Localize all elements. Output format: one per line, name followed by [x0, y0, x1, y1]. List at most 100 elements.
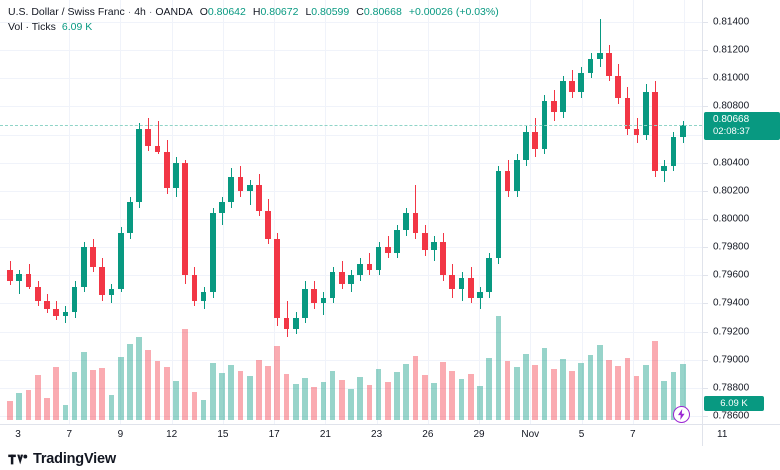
volume-bar — [34, 375, 41, 420]
gridline-vertical — [377, 0, 378, 424]
volume-bar — [292, 384, 299, 420]
volume-bar — [421, 375, 428, 420]
gridline-vertical — [530, 0, 531, 424]
volume-bar — [265, 365, 271, 420]
volume-bar — [486, 357, 493, 420]
ohlc-low: L0.80599 — [305, 5, 349, 19]
volume-bar — [661, 380, 668, 420]
candle-body — [136, 128, 142, 203]
tradingview-mark-icon — [8, 454, 28, 464]
volume-bar — [44, 398, 50, 420]
time-axis[interactable]: 3 7 9 12 15 17 21 23 26 29 Nov 5 7 — [0, 424, 702, 446]
symbol-name[interactable]: U.S. Dollar / Swiss Franc — [8, 6, 125, 18]
volume-bar — [329, 371, 336, 420]
gridline-vertical — [274, 0, 275, 424]
candle-body — [523, 131, 529, 160]
volume-bar — [596, 344, 603, 420]
close-key: C — [356, 6, 364, 18]
candle-body — [7, 269, 13, 281]
current-price-badge: 0.80668 02:08:37 — [704, 112, 780, 141]
candle-body — [440, 241, 446, 276]
candle-body — [587, 58, 594, 73]
candle-wick — [250, 179, 251, 205]
volume-bar — [16, 392, 23, 420]
price-axis-label: 0.80000 — [713, 213, 750, 225]
candle-body — [633, 128, 640, 135]
volume-bar — [513, 366, 520, 420]
time-axis-corner: 11 — [702, 424, 780, 446]
volume-bar — [311, 387, 317, 420]
volume-bar — [679, 364, 686, 420]
time-axis-label: 29 — [473, 429, 485, 440]
volume-bar — [200, 399, 207, 420]
volume-bar — [467, 374, 474, 420]
candle-wick — [415, 185, 416, 239]
candle-body — [578, 72, 585, 93]
high-key: H — [252, 6, 261, 18]
chart-plot-area[interactable] — [0, 0, 702, 424]
candle-body — [550, 100, 557, 113]
volume-bar — [495, 316, 502, 420]
candle-body — [596, 53, 603, 59]
price-axis-tick — [703, 388, 708, 389]
volume-bar — [550, 368, 557, 420]
candle-body — [394, 230, 400, 253]
candle-body — [486, 258, 493, 293]
candle-wick — [388, 235, 389, 259]
candle-body — [44, 300, 50, 310]
time-axis-label: 7 — [66, 429, 72, 440]
candle-body — [80, 247, 87, 287]
volume-bar — [615, 365, 621, 420]
tradingview-logo[interactable]: TradingView — [8, 451, 116, 467]
candle-body — [117, 233, 124, 290]
gridline-horizontal — [0, 360, 702, 361]
volume-study-label[interactable]: Vol · Ticks — [8, 21, 56, 33]
gridline-vertical — [684, 0, 685, 424]
ohlc-close: C0.80668 — [356, 5, 402, 19]
candle-body — [237, 176, 244, 191]
candle-body — [431, 241, 437, 250]
gridline-vertical — [325, 0, 326, 424]
tradingview-wordmark: TradingView — [33, 451, 116, 467]
gridline-vertical — [479, 0, 480, 424]
volume-bar — [431, 383, 437, 420]
volume-bar — [283, 374, 290, 420]
gridline-vertical — [633, 0, 634, 424]
candle-body — [90, 247, 96, 267]
candle-body — [127, 202, 133, 234]
volume-bar — [117, 356, 124, 420]
interval-label[interactable]: 4h — [134, 6, 146, 18]
time-axis-label: 17 — [268, 429, 280, 440]
candle-body — [16, 273, 23, 281]
volume-bar — [412, 355, 419, 420]
volume-bar — [394, 372, 400, 420]
volume-bar — [338, 379, 345, 420]
gridline-vertical — [172, 0, 173, 424]
volume-bar — [80, 352, 87, 420]
candle-body — [283, 317, 290, 329]
candle-body — [163, 151, 170, 189]
candle-body — [569, 81, 575, 93]
candle-body — [292, 317, 299, 329]
low-key: L — [305, 6, 312, 18]
lightning-icon[interactable] — [673, 406, 690, 423]
candle-body — [182, 162, 189, 276]
price-axis-label: 0.79200 — [713, 326, 750, 338]
gridline-vertical — [120, 0, 121, 424]
candle-wick — [158, 120, 159, 155]
candle-body — [348, 275, 354, 284]
gridline-horizontal — [0, 303, 702, 304]
open-value: 0.80642 — [207, 6, 246, 18]
time-axis-label: 5 — [578, 429, 585, 440]
candle-body — [366, 264, 373, 270]
gridline-horizontal — [0, 135, 702, 136]
candle-body — [228, 176, 235, 203]
time-axis-label: 23 — [371, 429, 383, 440]
candle-body — [606, 53, 612, 76]
candle-body — [265, 210, 271, 239]
volume-bar — [366, 385, 373, 420]
price-axis[interactable]: 0.81400 0.81200 0.81000 0.80800 0.80400 0.802… — [702, 0, 780, 424]
bar-countdown: 02:08:37 — [713, 126, 750, 138]
volume-bar — [523, 354, 529, 420]
